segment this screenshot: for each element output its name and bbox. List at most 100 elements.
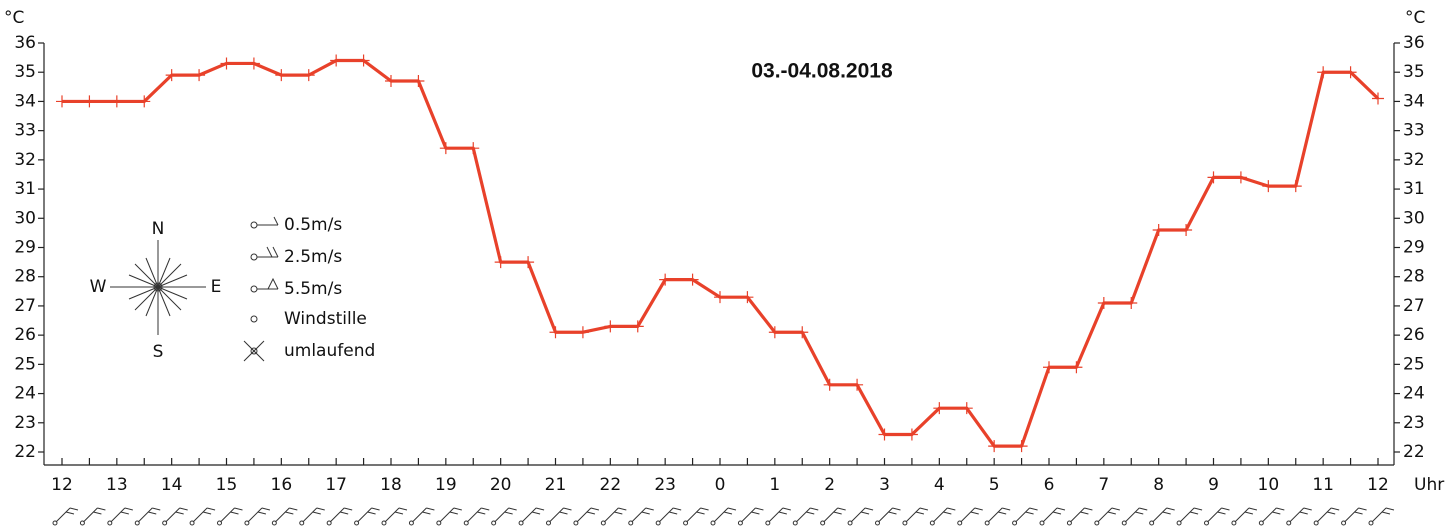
y-tick-label-right: 27 [1403,296,1425,316]
legend-label: Windstille [284,309,367,329]
wind-symbol [491,520,497,526]
x-tick-label: 5 [989,475,1000,495]
marker [631,320,644,333]
marker [247,57,260,70]
marker [467,142,480,155]
wind-symbol [381,520,387,526]
wind-symbol [408,520,414,526]
wind-symbol [518,520,524,526]
wind-symbol [302,507,325,523]
y-tick-label-right: 22 [1403,442,1425,462]
x-tick-label: 0 [715,475,726,495]
marker [412,74,425,87]
x-tick-label: 19 [435,475,457,495]
wind-symbol [1015,507,1038,523]
wind-symbol [792,520,798,526]
y-tick-label: 30 [14,208,36,228]
y-tick-label-right: 30 [1403,208,1425,228]
wind-symbol [1149,520,1155,526]
x-tick-label: 23 [654,475,676,495]
y-tick-label-right: 32 [1403,150,1425,170]
compass-label: W [90,277,107,297]
wind-symbol [329,507,353,523]
x-tick-label: 2 [824,475,835,495]
wind-symbol [494,507,517,523]
wind-symbol [683,520,689,526]
compass-label: S [153,342,164,362]
wind-symbol [878,507,901,523]
x-tick-label: 13 [106,475,128,495]
y-tick-label: 27 [14,296,36,316]
x-tick-label: 15 [216,475,238,495]
wind-symbol [768,507,791,523]
marker [1180,223,1193,236]
wind-symbol [1289,507,1312,523]
x-tick-label: 4 [934,475,945,495]
wind-symbol [987,507,1011,523]
marker [960,402,973,415]
y-unit-right: °C [1405,8,1425,28]
wind-symbol [1316,507,1340,523]
y-tick-label: 24 [14,384,36,404]
wind-symbol [710,520,716,526]
y-tick-label-right: 23 [1403,413,1425,433]
marker [330,54,343,67]
wind-symbol [1313,520,1319,526]
y-tick-label-right: 33 [1403,121,1425,141]
y-tick-label-right: 35 [1403,62,1425,82]
wind-symbol [795,507,819,523]
marker [220,57,233,70]
wind-symbol [960,507,983,523]
wind-symbol [741,507,764,523]
wind-symbol [576,507,600,523]
marker [275,69,288,82]
wind-symbol [932,507,956,523]
wind-symbol [244,520,250,526]
wind-symbol [628,520,634,526]
y-unit: °C [4,8,24,28]
wind-symbol [1231,520,1237,526]
wind-symbol [1121,520,1127,526]
wind-symbol [165,507,188,523]
x-tick-label: 9 [1208,475,1219,495]
marker [851,378,864,391]
y-tick-label: 28 [14,267,36,287]
wind-symbol [1286,520,1292,526]
y-tick-label: 25 [14,354,36,374]
wind-symbol [850,507,874,523]
x-tick-label: 3 [879,475,890,495]
wind-symbol [1261,507,1285,523]
wind-symbol [274,507,298,523]
marker [138,95,151,108]
y-tick-label: 34 [14,91,36,111]
x-tick-label: 12 [51,475,73,495]
wind-symbol [1042,507,1066,523]
wind-symbol [384,507,408,523]
wind-symbol [1371,507,1395,523]
marker [385,74,397,87]
legend-symbols [243,216,279,362]
marker [549,326,562,339]
marker [110,95,123,108]
wind-symbol [357,507,380,523]
marker [1070,361,1083,374]
marker [165,69,178,82]
wind-symbol [737,520,743,526]
marker [796,326,809,339]
wind-symbol [875,520,880,526]
x-tick-label: 12 [1367,475,1389,495]
wind-symbol [658,507,682,523]
marker [686,273,699,286]
wind-symbol [600,520,606,526]
marker [522,256,535,269]
y-tick-label-right: 36 [1403,33,1425,53]
legend-label: umlaufend [284,341,375,361]
wind-symbol [247,507,271,523]
compass-label: E [211,277,222,297]
wind-symbol [83,507,106,523]
x-tick-label: 14 [161,475,183,495]
y-tick-label: 35 [14,62,36,82]
marker [659,273,672,286]
wind-symbol [823,507,846,523]
wind-symbol [55,507,79,523]
